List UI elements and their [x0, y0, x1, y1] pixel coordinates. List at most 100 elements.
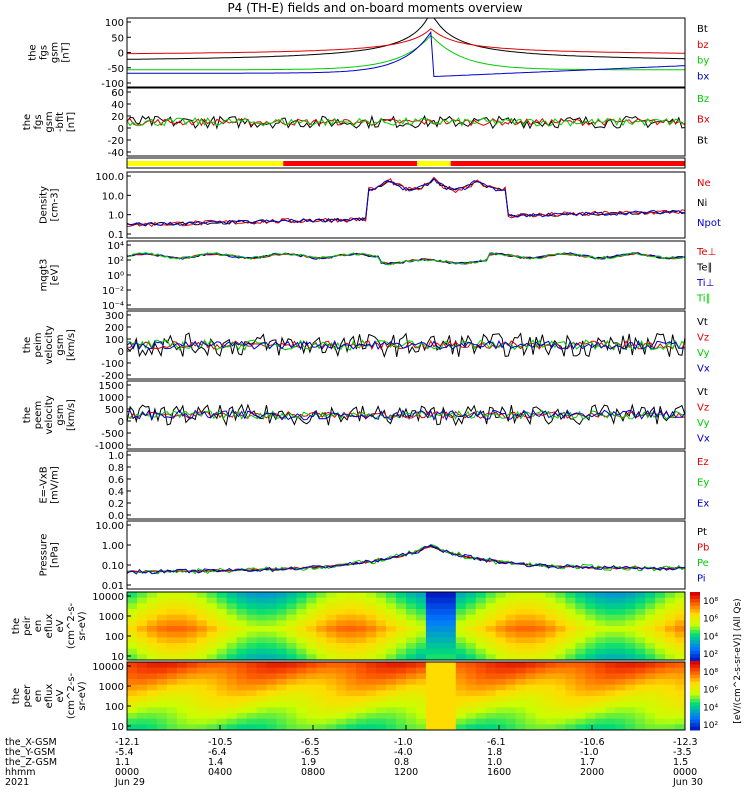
spectrogram-cell: [166, 654, 178, 661]
spectrogram-cell: [376, 696, 387, 703]
spectrogram-cell: [605, 724, 616, 731]
ytick-label: 40: [111, 100, 124, 111]
spectrogram-cell: [326, 662, 337, 669]
spectrogram-cell: [415, 648, 427, 655]
spectrogram-cell: [256, 662, 267, 669]
spectrogram-cell: [555, 679, 566, 686]
legend-Bt: Bt: [697, 24, 708, 35]
spectrogram-cell: [525, 667, 537, 674]
spectrogram-cell: [435, 597, 447, 604]
ylabel-line: [nT]: [66, 112, 77, 132]
spectrogram-cell: [425, 620, 437, 627]
spectrogram-cell: [376, 679, 387, 686]
spectrogram-cell: [595, 626, 606, 633]
spectrogram-cell: [525, 673, 537, 680]
spectrogram-cell: [386, 690, 397, 697]
spectrogram-cell: [435, 707, 447, 714]
spectrogram-cell: [336, 673, 347, 680]
spectrogram-cell: [206, 696, 218, 703]
spectrogram-cell: [675, 626, 686, 633]
spectrogram-cell: [585, 637, 596, 644]
spectrogram-cell: [356, 614, 367, 621]
spectrogram-cell: [346, 667, 357, 674]
spectrogram-cell: [406, 626, 417, 633]
spectrogram-cell: [196, 667, 208, 674]
spectrogram-cell: [366, 713, 377, 720]
series-line-1: [127, 28, 685, 55]
spectrogram-cell: [366, 701, 377, 708]
spectrogram-cell: [196, 603, 208, 610]
spectrogram-cell: [595, 592, 606, 599]
ylabel-line: gsm: [55, 334, 66, 355]
legend-Ne: Ne: [697, 178, 711, 189]
spectrogram-cell: [406, 679, 417, 686]
spectrogram-cell: [236, 631, 248, 638]
spectrogram-cell: [136, 662, 148, 669]
spectrogram-cell: [665, 679, 676, 686]
spectrogram-cell: [585, 592, 596, 599]
spectrogram-cell: [485, 614, 497, 621]
spectrogram-cell: [495, 724, 507, 731]
spectrogram-cell: [555, 684, 566, 691]
spectrogram-cell: [406, 673, 417, 680]
spectrogram-cell: [196, 592, 208, 599]
spectrogram-cell: [266, 631, 277, 638]
spectrogram-cell: [675, 707, 686, 714]
spectrogram-cell: [146, 603, 158, 610]
spectrogram-cell: [156, 662, 168, 669]
spectrogram-cell: [495, 718, 507, 725]
spectrogram-cell: [226, 724, 238, 731]
series-line-4: [126, 114, 686, 130]
spectrogram-cell: [406, 662, 417, 669]
colorbar-tick: 10⁴: [703, 632, 718, 642]
spectrogram-cell: [306, 718, 317, 725]
spectrogram-cell: [146, 620, 158, 627]
spectrogram-cell: [276, 631, 287, 638]
spectrogram-cell: [186, 673, 198, 680]
spectrogram-cell: [386, 696, 397, 703]
spectrogram-cell: [336, 648, 347, 655]
spectrogram-cell: [376, 667, 387, 674]
ylabel-line: the: [11, 618, 22, 634]
spectrogram-cell: [455, 648, 467, 655]
colorbar-cell: [690, 723, 700, 728]
ylabel-line: (cm^2-s-: [66, 602, 77, 649]
spectrogram-cell: [396, 718, 407, 725]
xaxis-value: 1.9: [301, 757, 316, 768]
spectrogram-cell: [386, 603, 397, 610]
spectrogram-cell: [445, 684, 457, 691]
spectrogram-cell: [316, 713, 327, 720]
spectrogram-cell: [396, 643, 407, 650]
spectrogram-cell: [605, 626, 616, 633]
spectrogram-cell: [635, 603, 646, 610]
spectrogram-cell: [216, 713, 228, 720]
spectrogram-cell: [485, 637, 497, 644]
spectrogram-cell: [336, 654, 347, 661]
spectrogram-cell: [495, 654, 507, 661]
spectrogram-cell: [286, 603, 297, 610]
spectrogram-cell: [655, 620, 666, 627]
spectrogram-cell: [425, 662, 437, 669]
spectrogram-cell: [475, 609, 487, 616]
spectrogram-cell: [465, 718, 477, 725]
spectrogram-cell: [156, 631, 168, 638]
spectrogram-cell: [226, 643, 238, 650]
spectrogram-cell: [236, 597, 248, 604]
spectrogram-cell: [575, 679, 586, 686]
spectrogram-cell: [675, 648, 686, 655]
spectrogram-cell: [206, 707, 218, 714]
spectrogram-cell: [515, 643, 527, 650]
spectrogram-cell: [226, 614, 238, 621]
spectrogram-cell: [535, 637, 546, 644]
ylabel-line: the: [22, 337, 33, 353]
spectrogram-cell: [635, 701, 646, 708]
spectrogram-cell: [326, 637, 337, 644]
spectrogram-cell: [465, 667, 477, 674]
spectrogram-cell: [425, 643, 437, 650]
xaxis-value: -10.6: [580, 737, 605, 748]
spectrogram-cell: [336, 701, 347, 708]
spectrogram-cell: [296, 654, 307, 661]
spectrogram-cell: [127, 707, 138, 714]
spectrogram-cell: [595, 679, 606, 686]
spectrogram-cell: [346, 626, 357, 633]
